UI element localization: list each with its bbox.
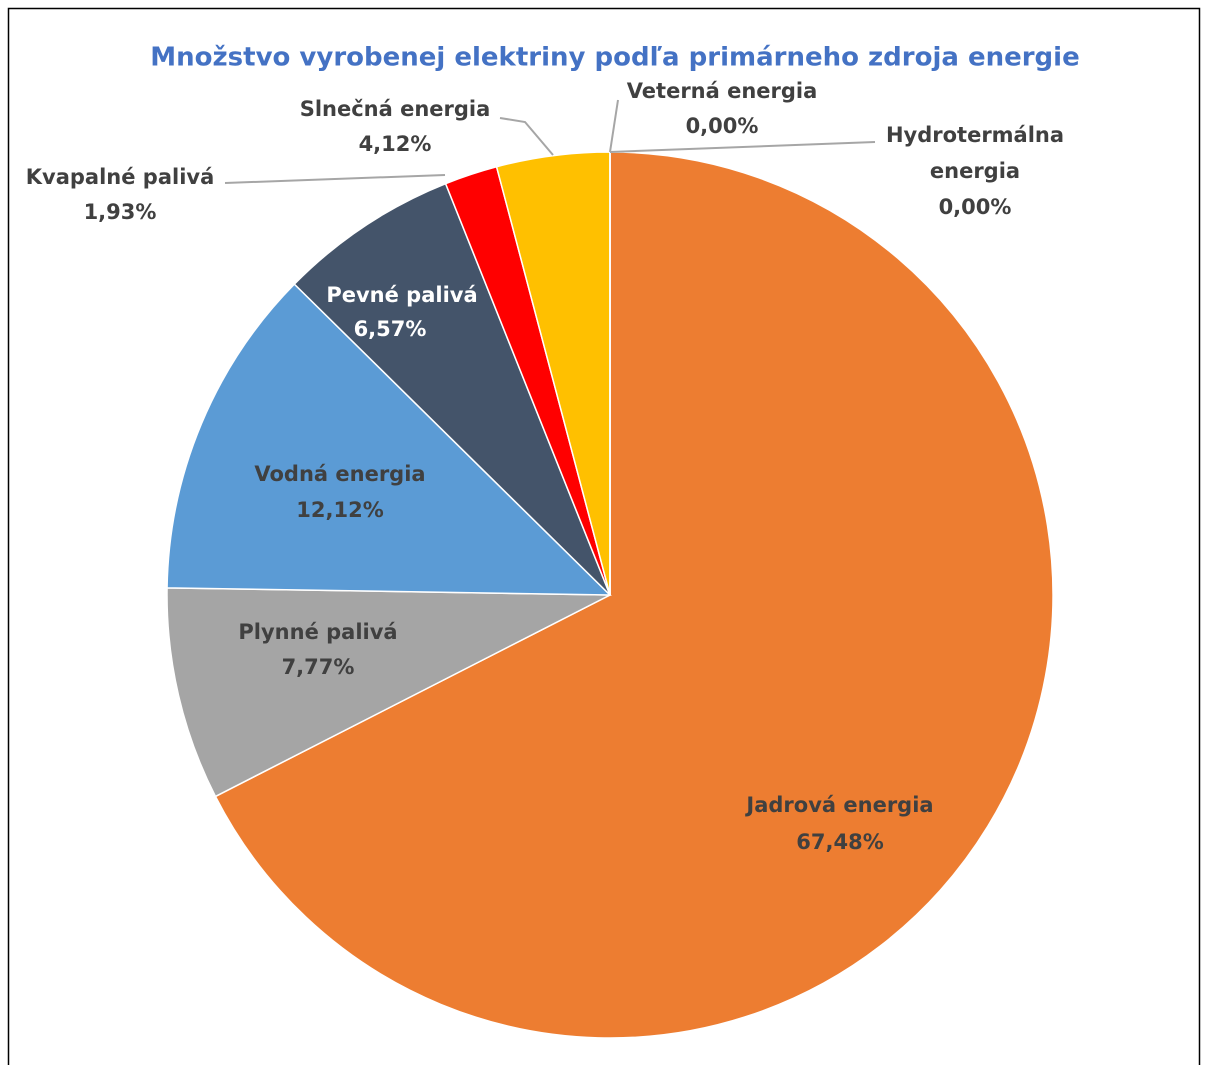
slice-label: Pevné palivá <box>326 283 477 307</box>
slice-label: Plynné palivá <box>238 620 397 644</box>
slice-label: Slnečná energia <box>300 97 491 121</box>
leader-line <box>609 99 619 153</box>
slice-label: Veterná energia <box>627 79 818 103</box>
slice-value-label: 0,00% <box>939 195 1012 219</box>
pie-slice <box>166 587 611 798</box>
slice-value-label: 4,12% <box>359 132 432 156</box>
label-line: energia <box>930 159 1020 183</box>
leader-line <box>224 174 446 184</box>
slice-value-label: 6,57% <box>354 317 427 341</box>
leader-line <box>499 117 554 156</box>
slice-value-label: 0,00% <box>686 114 759 138</box>
slice-label: Jadrová energia <box>744 793 933 817</box>
slice-value-label: 1,93% <box>84 200 157 224</box>
slice-value-label: 12,12% <box>296 498 383 522</box>
label-line: Hydrotermálna <box>886 123 1064 147</box>
slice-label: Hydrotermálna energia <box>886 123 1064 183</box>
slice-label: Kvapalné palivá <box>26 165 215 189</box>
pie-slice <box>214 151 1054 1039</box>
leader-line <box>609 141 876 153</box>
pie-slice <box>293 182 611 596</box>
pie-slice <box>166 283 612 596</box>
slice-value-label: 7,77% <box>282 655 355 679</box>
chart-title: Množstvo vyrobenej elektriny podľa primá… <box>150 43 1079 73</box>
slice-value-label: 67,48% <box>796 830 883 854</box>
slice-label: Vodná energia <box>254 462 425 486</box>
